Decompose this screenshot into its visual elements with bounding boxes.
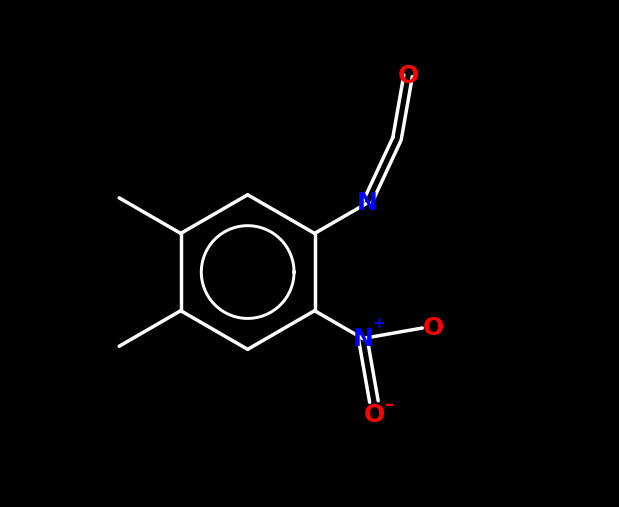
Text: N: N [357,191,378,215]
Text: O: O [363,403,384,427]
Text: O: O [423,316,444,340]
Text: –: – [385,395,394,414]
Text: N: N [352,327,373,350]
Text: +: + [372,315,384,331]
Text: O: O [397,64,418,88]
